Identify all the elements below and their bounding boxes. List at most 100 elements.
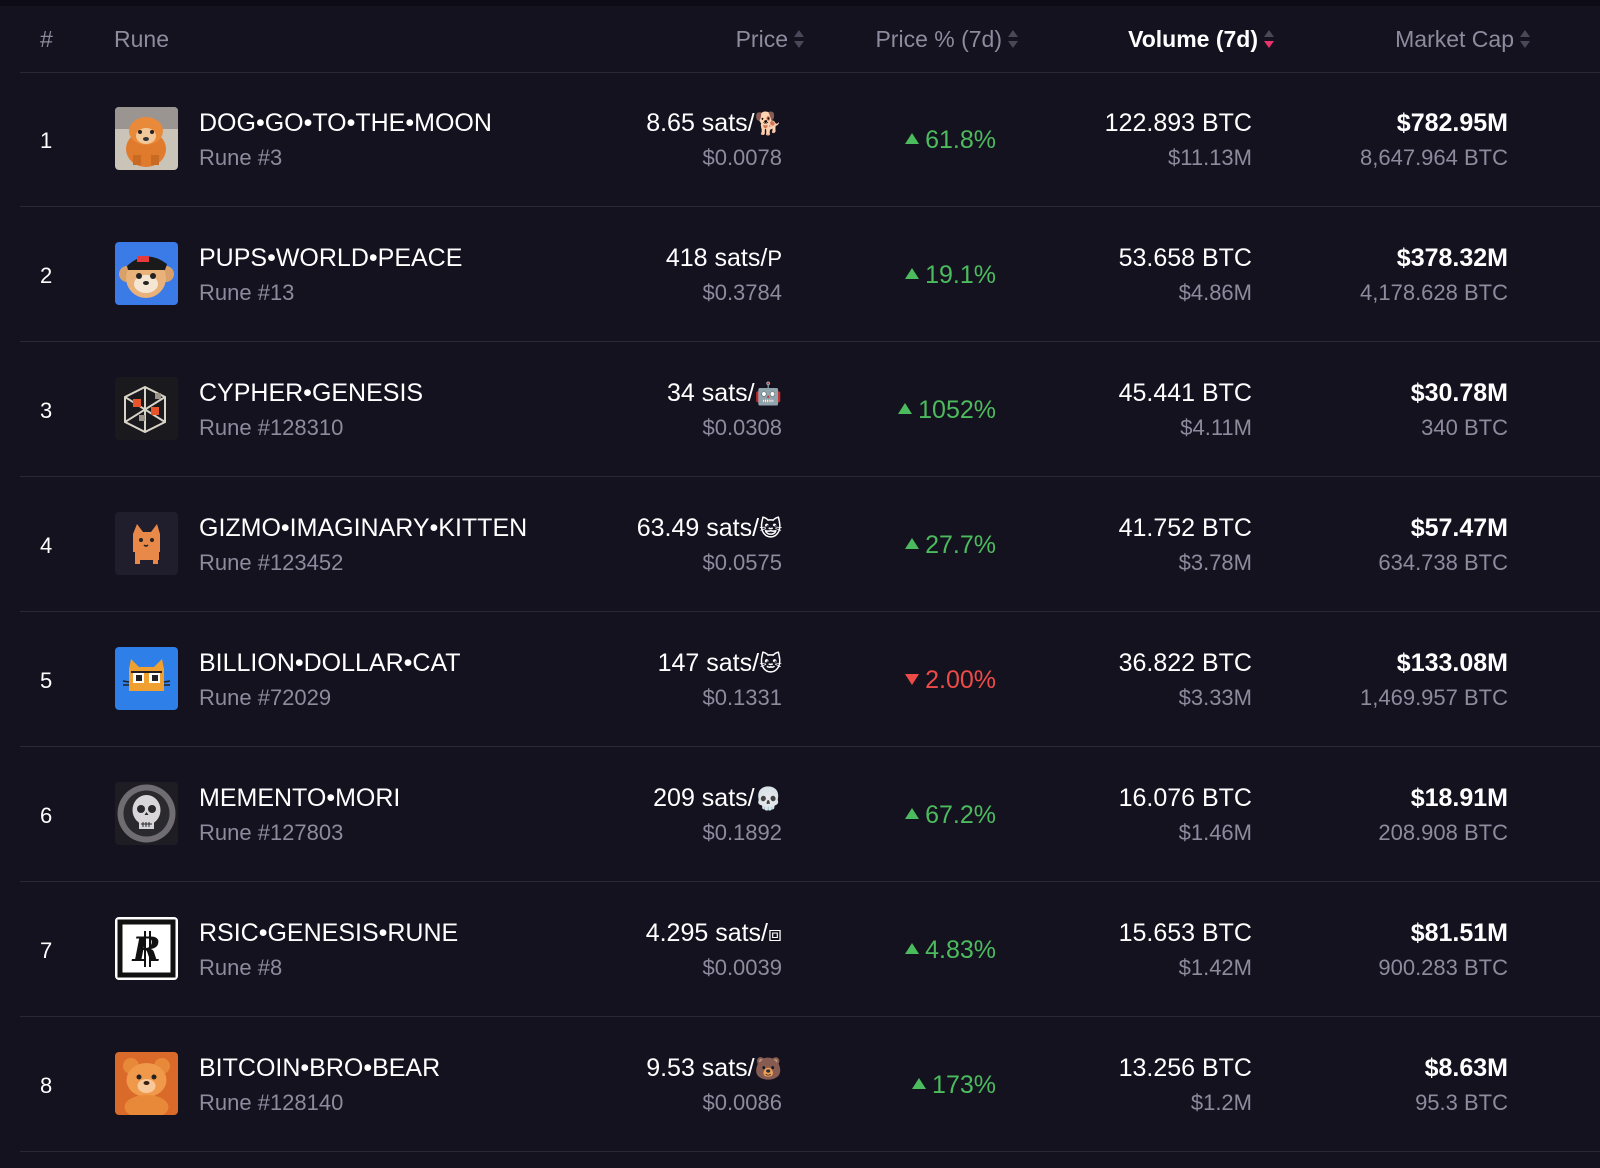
volume-usd: $4.86M	[1178, 280, 1252, 305]
rune-number: Rune #72029	[199, 685, 332, 710]
table-row[interactable]: 3 CYPHER•GENESIS Rune #128310 34 sats/🤖 …	[20, 342, 1600, 477]
rank-number: 8	[40, 1073, 53, 1098]
top-strip	[0, 0, 1600, 6]
triangle-up-icon	[905, 537, 920, 549]
volume-usd: $3.33M	[1178, 685, 1252, 710]
price-sats: 4.295 sats/⧈	[645, 919, 782, 947]
col-rank-header: #	[40, 26, 53, 52]
rune-symbol: 🤖	[754, 381, 782, 406]
volume-btc: 122.893 BTC	[1104, 109, 1252, 137]
rank-number: 3	[40, 398, 53, 423]
rune-name[interactable]: BILLION•DOLLAR•CAT	[199, 649, 461, 677]
market-cap-btc: 8,647.964 BTC	[1360, 145, 1508, 170]
rune-number: Rune #13	[199, 280, 295, 305]
sort-desc-icon	[1264, 28, 1274, 50]
rank-number: 5	[40, 668, 53, 693]
price-sats: 34 sats/🤖	[667, 379, 782, 407]
triangle-up-icon	[905, 807, 920, 819]
dog-icon[interactable]	[115, 107, 178, 170]
price-usd: $0.0078	[702, 145, 782, 170]
rune-name[interactable]: BITCOIN•BRO•BEAR	[199, 1054, 441, 1082]
price-change-7d: 27.7%	[905, 533, 996, 558]
price-usd: $0.3784	[702, 280, 782, 305]
market-cap-btc: 340 BTC	[1421, 415, 1508, 440]
runes-table: # Rune Price Price % (7d) Volume (7d) Ma…	[20, 0, 1600, 1168]
cypher-icon[interactable]	[115, 377, 178, 440]
rune-name[interactable]: MEMENTO•MORI	[199, 784, 401, 812]
rank-number: 2	[40, 263, 53, 288]
triangle-down-icon	[905, 673, 920, 685]
price-sats: 147 sats/🐱	[657, 649, 782, 677]
table-row[interactable]: 4 GIZMO•IMAGINARY•KITTEN Rune #123452 63…	[20, 477, 1600, 612]
sort-icon	[794, 28, 804, 50]
volume-btc: 15.653 BTC	[1118, 919, 1252, 947]
table-row[interactable]: 7 R RSIC•GENESIS•RUNE Rune #8 4.295 sats…	[20, 882, 1600, 1017]
price-usd: $0.0308	[702, 415, 782, 440]
table-row[interactable]: 8 BITCOIN•BRO•BEAR Rune #128140 9.53 sat…	[20, 1017, 1600, 1152]
rune-name[interactable]: DOG•GO•TO•THE•MOON	[199, 109, 492, 137]
price-usd: $0.1892	[702, 820, 782, 845]
volume-usd: $1.2M	[1190, 1090, 1252, 1115]
rune-number: Rune #128310	[199, 415, 344, 440]
market-cap-btc: 95.3 BTC	[1415, 1090, 1508, 1115]
rune-symbol: P	[767, 246, 782, 271]
price-change-7d: 19.1%	[905, 263, 996, 288]
rune-name[interactable]: PUPS•WORLD•PEACE	[199, 244, 463, 272]
sort-icon	[1008, 28, 1018, 50]
market-cap-usd: $8.63M	[1424, 1054, 1508, 1082]
price-change-7d: 2.00%	[905, 668, 996, 693]
price-sats: 8.65 sats/🐕	[646, 109, 782, 137]
table-row[interactable]: 6 MEMENTO•MORI Rune #127803 209 sats/💀 $…	[20, 747, 1600, 882]
col-price-pct-header[interactable]: Price % (7d)	[875, 28, 1018, 52]
volume-usd: $4.11M	[1180, 415, 1252, 440]
market-cap-usd: $57.47M	[1410, 514, 1508, 542]
rsic-icon[interactable]: R	[115, 917, 178, 980]
volume-btc: 53.658 BTC	[1118, 244, 1252, 272]
rune-name[interactable]: GIZMO•IMAGINARY•KITTEN	[199, 514, 528, 542]
volume-usd: $1.42M	[1178, 955, 1252, 980]
sort-icon	[1520, 28, 1530, 50]
cat-icon[interactable]	[115, 647, 178, 710]
pups-icon[interactable]	[115, 242, 178, 305]
col-market-cap-header[interactable]: Market Cap	[1395, 28, 1530, 52]
volume-usd: $1.46M	[1178, 820, 1252, 845]
price-usd: $0.0039	[702, 955, 782, 980]
rune-symbol: 😺	[759, 516, 782, 541]
rune-symbol: 🐕	[754, 111, 782, 136]
volume-btc: 13.256 BTC	[1118, 1054, 1252, 1082]
market-cap-btc: 634.738 BTC	[1378, 550, 1508, 575]
triangle-up-icon	[898, 402, 913, 414]
price-sats: 63.49 sats/😺	[636, 514, 782, 542]
market-cap-btc: 1,469.957 BTC	[1360, 685, 1508, 710]
price-usd: $0.0575	[702, 550, 782, 575]
rune-symbol: 🐻	[754, 1056, 782, 1081]
rank-number: 6	[40, 803, 53, 828]
table-row[interactable]: 2 PUPS•WORLD•PEACE Rune #13 418 sats/P $…	[20, 207, 1600, 342]
price-change-7d: 1052%	[898, 398, 996, 423]
volume-usd: $11.13M	[1168, 145, 1252, 170]
price-sats: 418 sats/P	[665, 244, 782, 272]
bear-icon[interactable]	[115, 1052, 178, 1115]
rune-number: Rune #8	[199, 955, 283, 980]
market-cap-usd: $81.51M	[1410, 919, 1508, 947]
rune-name[interactable]: CYPHER•GENESIS	[199, 379, 424, 407]
skull-icon[interactable]	[115, 782, 178, 845]
volume-btc: 36.822 BTC	[1118, 649, 1252, 677]
triangle-up-icon	[905, 267, 920, 279]
col-price-header[interactable]: Price	[736, 28, 804, 52]
market-cap-usd: $30.78M	[1410, 379, 1508, 407]
triangle-up-icon	[912, 1077, 927, 1089]
table-row[interactable]: 1 DOG•GO•TO•THE•MOON Rune #3 8.65 sats/🐕…	[20, 72, 1600, 207]
table-row[interactable]: 5 BILLION•DOLLAR•CAT Rune #72029 147 sat…	[20, 612, 1600, 747]
market-cap-btc: 900.283 BTC	[1378, 955, 1508, 980]
rune-name[interactable]: RSIC•GENESIS•RUNE	[199, 919, 459, 947]
market-cap-usd: $18.91M	[1410, 784, 1508, 812]
col-volume-header[interactable]: Volume (7d)	[1128, 28, 1274, 52]
market-cap-btc: 4,178.628 BTC	[1360, 280, 1508, 305]
price-change-7d: 67.2%	[905, 803, 996, 828]
rank-number: 1	[40, 128, 53, 153]
kitten-icon[interactable]	[115, 512, 178, 575]
price-change-7d: 4.83%	[905, 938, 996, 963]
price-usd: $0.0086	[702, 1090, 782, 1115]
price-change-7d: 173%	[912, 1073, 996, 1098]
